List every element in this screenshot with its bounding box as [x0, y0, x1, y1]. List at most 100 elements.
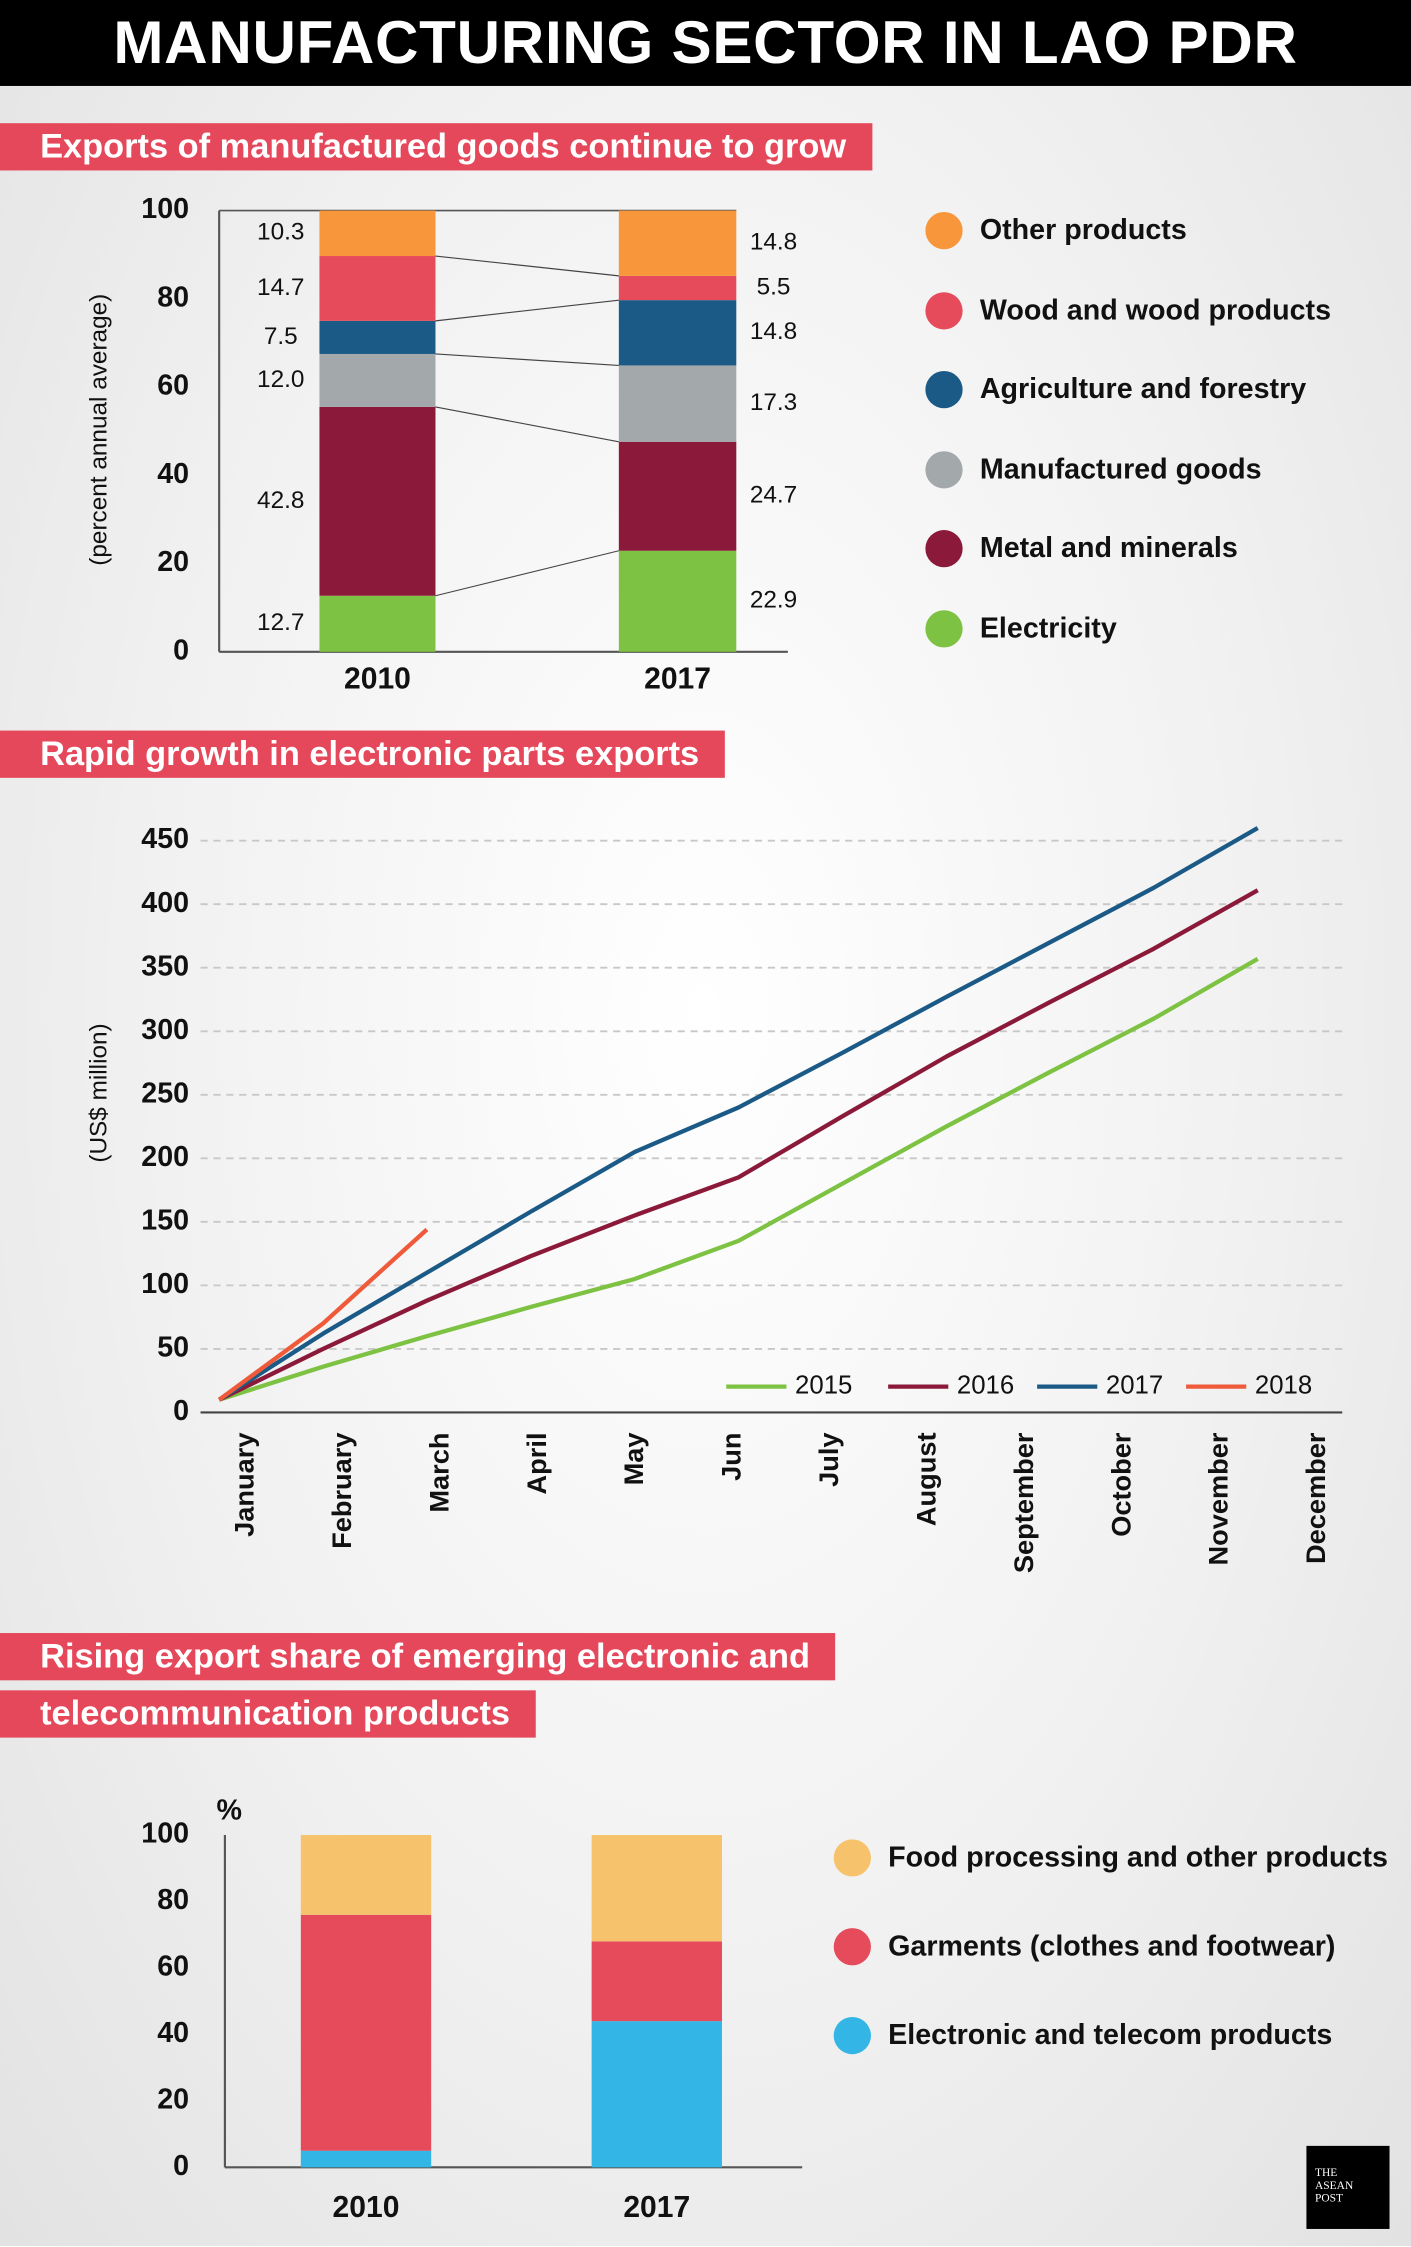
legend-swatch [925, 292, 963, 330]
value-label: 14.8 [750, 229, 797, 256]
line-series [217, 1227, 429, 1402]
value-label: 12.7 [257, 609, 304, 636]
legend-item: Garments (clothes and footwear) [833, 1927, 1400, 1967]
bar-segment [319, 406, 436, 596]
connector [435, 255, 619, 277]
connector [435, 550, 619, 597]
x-tick-label: 2010 [344, 662, 411, 695]
x-tick-label: July [813, 1432, 844, 1486]
legend-label: Other products [979, 214, 1187, 246]
section-heading: Rapid growth in electronic parts exports [0, 726, 859, 783]
legend-label: Garments (clothes and footwear) [888, 1930, 1336, 1962]
x-tick-label: January [229, 1432, 260, 1536]
value-label: 7.5 [264, 323, 298, 350]
legend-swatch [833, 1839, 871, 1877]
y-tick-label: 0 [173, 1395, 189, 1427]
x-tick-label: March [423, 1432, 454, 1512]
legend-item: Metal and minerals [925, 529, 1398, 569]
x-tick-label: 2017 [644, 662, 711, 695]
y-tick-label: 200 [141, 1141, 189, 1173]
legend-swatch [925, 451, 963, 489]
page-title: MANUFACTURING SECTOR IN LAO PDR [0, 0, 1411, 86]
bar-segment [300, 2150, 432, 2168]
x-tick-label: May [618, 1432, 649, 1485]
y-tick-label: 40 [157, 2017, 189, 2049]
x-tick-label: Jun [716, 1432, 747, 1480]
y-tick-label: 0 [173, 2150, 189, 2182]
y-tick-label: 60 [157, 1951, 189, 1983]
y-tick-label: 400 [141, 887, 189, 919]
x-tick-label: December [1300, 1432, 1331, 1564]
y-tick-label: 40 [157, 458, 189, 490]
legend-swatch [925, 371, 963, 409]
legend-label: Wood and wood products [979, 294, 1332, 326]
bar-segment [300, 1835, 432, 1915]
value-label: 42.8 [257, 487, 304, 514]
x-tick-label: April [521, 1432, 552, 1494]
y-tick-label: 450 [141, 823, 189, 855]
y-tick-label: 300 [141, 1014, 189, 1046]
section-heading: Exports of manufactured goods continue t… [0, 119, 1003, 176]
value-label: 17.3 [750, 389, 797, 416]
y-tick-label: 100 [141, 1268, 189, 1300]
section-heading-text: Rising export share of emerging electron… [0, 1633, 836, 1738]
bar-segment [591, 1941, 722, 2022]
x-tick-label: November [1203, 1432, 1234, 1565]
bar-segment [618, 441, 737, 551]
y-tick-label: 150 [141, 1204, 189, 1236]
y-tick-label: 50 [157, 1331, 189, 1363]
value-label: 24.7 [750, 482, 797, 509]
y-axis-title: (percent annual average) [86, 294, 113, 566]
legend-item: Agriculture and forestry [925, 370, 1398, 410]
legend-label: Manufactured goods [979, 453, 1262, 485]
legend-label: 2015 [795, 1371, 852, 1399]
logo: THE ASEAN POST [1306, 2145, 1390, 2229]
line-series [218, 956, 1259, 1402]
line-series [218, 826, 1259, 1402]
bar-segment [319, 353, 436, 407]
x-tick-label: February [326, 1432, 357, 1548]
y-tick-label: 350 [141, 950, 189, 982]
legend-swatch [925, 610, 963, 648]
value-label: 12.0 [257, 366, 304, 393]
value-label: 22.9 [750, 587, 797, 614]
value-label: 14.7 [257, 274, 304, 301]
y-tick-label: 100 [141, 193, 189, 225]
line-series [218, 888, 1259, 1402]
legend-label: Electronic and telecom products [888, 2019, 1333, 2051]
x-tick-label: August [910, 1432, 941, 1526]
section-heading: Rising export share of emerging electron… [0, 1629, 945, 1744]
connector [435, 406, 619, 443]
y-axis-title: % [216, 1795, 241, 1827]
legend-item: Wood and wood products [925, 291, 1398, 331]
x-tick-label: October [1105, 1432, 1136, 1537]
y-tick-label: 20 [157, 546, 189, 578]
y-tick-label: 80 [157, 281, 189, 313]
y-tick-label: 60 [157, 370, 189, 402]
y-tick-label: 80 [157, 1884, 189, 1916]
legend-item: Food processing and other products [833, 1838, 1400, 1878]
section-heading-text: Rapid growth in electronic parts exports [0, 730, 725, 778]
y-tick-label: 20 [157, 2083, 189, 2115]
legend-label: 2016 [957, 1371, 1014, 1399]
bar-segment [618, 210, 737, 276]
connector [435, 299, 619, 322]
legend-item: Electronic and telecom products [833, 2016, 1400, 2056]
x-tick-label: September [1008, 1432, 1039, 1573]
bar-segment [618, 300, 737, 366]
legend-swatch [833, 1928, 871, 1966]
legend-label: 2017 [1106, 1371, 1163, 1399]
legend-label: Agriculture and forestry [979, 373, 1307, 405]
legend-swatch [833, 2016, 871, 2055]
bar-segment [319, 320, 436, 354]
bar-segment [618, 550, 737, 652]
bar-segment [618, 275, 737, 301]
bar-segment [591, 1835, 722, 1942]
y-axis-title: (US$ million) [86, 1023, 113, 1162]
legend-label: Electricity [979, 612, 1117, 644]
value-label: 10.3 [257, 219, 304, 246]
section-heading-text: Exports of manufactured goods continue t… [0, 123, 872, 171]
y-tick-label: 100 [141, 1818, 189, 1850]
